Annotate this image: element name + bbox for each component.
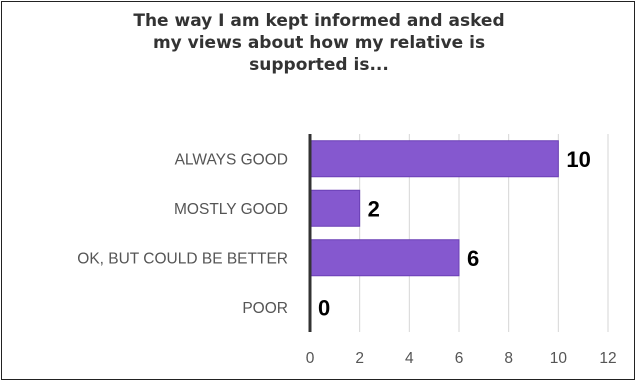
bar bbox=[309, 189, 361, 227]
data-label: 10 bbox=[566, 147, 590, 172]
x-tick-label: 10 bbox=[550, 350, 568, 367]
category-label: OK, BUT COULD BE BETTER bbox=[77, 250, 288, 267]
bars bbox=[309, 140, 559, 277]
data-label: 6 bbox=[467, 246, 479, 271]
bar bbox=[309, 140, 559, 178]
x-tick-label: 8 bbox=[504, 350, 513, 367]
x-tick-label: 4 bbox=[405, 350, 414, 367]
x-tick-label: 0 bbox=[306, 350, 315, 367]
category-label: POOR bbox=[242, 300, 288, 317]
data-label: 0 bbox=[318, 295, 330, 320]
labels: 0 2 4 6 8 10 12 ALWAYS GOOD 10 MOSTLY GOOD 2 OK, BU… bbox=[77, 147, 616, 367]
x-tick-label: 12 bbox=[599, 350, 616, 367]
data-label: 2 bbox=[368, 196, 380, 221]
category-label: MOSTLY GOOD bbox=[174, 201, 288, 218]
x-tick-label: 2 bbox=[355, 350, 364, 367]
category-label: ALWAYS GOOD bbox=[175, 151, 288, 168]
bar bbox=[309, 239, 460, 277]
chart-title: The way I am kept informed and asked my … bbox=[133, 11, 505, 75]
x-tick-label: 6 bbox=[455, 350, 464, 367]
